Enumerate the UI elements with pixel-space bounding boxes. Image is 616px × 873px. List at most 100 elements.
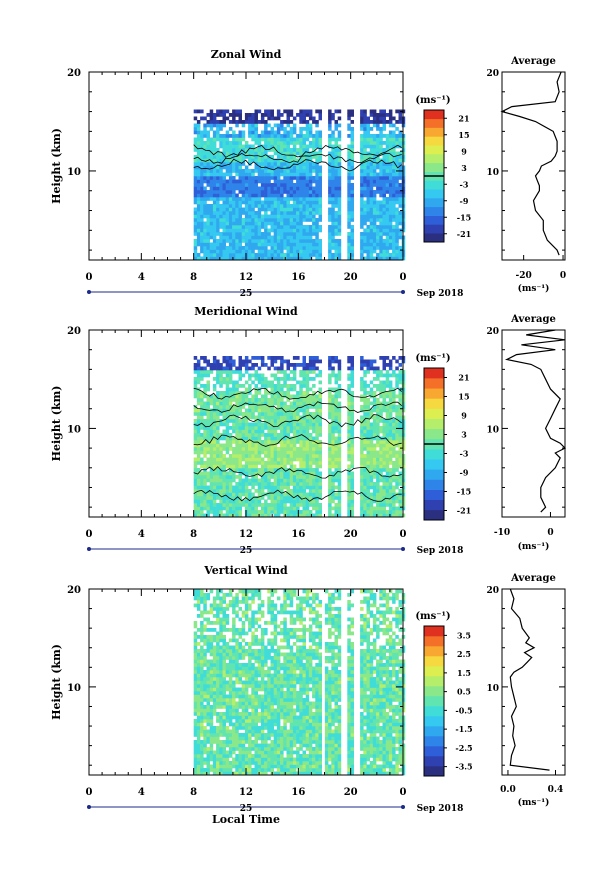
- heatmap-cell: [225, 492, 230, 497]
- heatmap-cell: [206, 429, 210, 434]
- heatmap-cell: [372, 510, 377, 514]
- heatmap-cell: [395, 256, 399, 261]
- heatmap-cell: [395, 485, 399, 490]
- heatmap-cell: [248, 506, 252, 511]
- contour-line: [193, 466, 402, 479]
- heatmap-cell: [334, 464, 338, 469]
- heatmap-cell: [289, 120, 294, 124]
- heatmap-cell: [376, 123, 380, 128]
- heatmap-cell: [366, 242, 370, 247]
- heatmap-cell: [248, 398, 252, 402]
- heatmap-cell: [203, 401, 207, 406]
- heatmap-cell: [308, 162, 313, 166]
- heatmap-cell: [206, 193, 210, 198]
- heatmap-cell: [360, 513, 364, 518]
- heatmap-cell: [372, 148, 377, 152]
- heatmap-cell: [260, 239, 265, 243]
- heatmap-cell: [264, 130, 268, 135]
- heatmap-cell: [216, 190, 220, 194]
- heatmap-cell: [360, 235, 364, 240]
- heatmap-cell: [382, 172, 386, 177]
- heatmap-cell: [200, 370, 204, 374]
- heatmap-cell: [219, 496, 223, 500]
- heatmap-cell: [382, 176, 386, 180]
- heatmap-cell: [273, 172, 278, 177]
- heatmap-cell: [302, 232, 306, 236]
- heatmap-cell: [296, 496, 300, 500]
- heatmap-cell: [219, 398, 223, 402]
- heatmap-cell: [328, 116, 332, 121]
- heatmap-cell: [382, 496, 386, 500]
- heatmap-cell: [280, 363, 284, 367]
- heatmap-cell: [347, 492, 351, 497]
- heatmap-cell: [244, 492, 249, 497]
- heatmap-cell: [376, 228, 380, 233]
- heatmap-cell: [292, 169, 297, 173]
- heatmap-cell: [363, 214, 367, 219]
- heatmap-cell: [363, 109, 367, 114]
- heatmap-cell: [212, 158, 217, 163]
- heatmap-cell: [212, 499, 217, 504]
- heatmap-cell: [331, 253, 335, 257]
- heatmap-cell: [366, 468, 370, 472]
- heatmap-cell: [372, 401, 377, 406]
- colorbar-tick-label: -15: [457, 212, 471, 222]
- heatmap-cell: [366, 204, 370, 208]
- heatmap-cell: [395, 155, 399, 159]
- heatmap-cell: [334, 394, 338, 399]
- heatmap-cell: [366, 401, 370, 406]
- heatmap-cell: [366, 503, 370, 507]
- heatmap-cell: [372, 200, 377, 205]
- heatmap-cell: [369, 461, 374, 465]
- heatmap-cell: [334, 513, 338, 518]
- contour-line: [193, 144, 402, 158]
- heatmap-cell: [200, 197, 204, 201]
- heatmap-cell: [334, 239, 338, 243]
- heatmap-cell: [350, 454, 354, 458]
- heatmap-cell: [235, 499, 239, 504]
- heatmap-cell: [366, 510, 370, 514]
- heatmap-cell: [238, 200, 242, 205]
- heatmap-cell: [350, 190, 354, 194]
- heatmap-cell: [228, 200, 233, 205]
- heatmap-cell: [376, 440, 380, 444]
- heatmap-cell: [276, 447, 281, 451]
- heatmap-cell: [248, 422, 252, 427]
- heatmap-cell: [251, 256, 255, 261]
- heatmap-cell: [308, 422, 313, 427]
- heatmap-cell: [264, 384, 268, 388]
- heatmap-cell: [398, 183, 402, 187]
- heatmap-cell: [388, 447, 393, 451]
- heatmap-cell: [273, 232, 278, 236]
- heatmap-cell: [203, 391, 207, 395]
- heatmap-cell: [273, 506, 278, 511]
- heatmap-cell: [193, 190, 198, 194]
- heatmap-cell: [193, 387, 198, 392]
- heatmap-cell: [347, 440, 351, 444]
- heatmap-cell: [283, 461, 287, 465]
- heatmap-cell: [337, 186, 342, 191]
- heatmap-cell: [292, 141, 297, 145]
- heatmap-cell: [283, 454, 287, 458]
- heatmap-cell: [238, 370, 242, 374]
- heatmap-cell: [302, 454, 306, 458]
- heatmap-cell: [219, 377, 223, 381]
- heatmap-cell: [289, 401, 294, 406]
- heatmap-cell: [264, 253, 268, 257]
- heatmap-cell: [209, 256, 214, 261]
- heatmap-cell: [398, 503, 402, 507]
- panel-title: Zonal Wind: [211, 48, 282, 61]
- heatmap-cell: [212, 232, 217, 236]
- heatmap-cell: [305, 235, 310, 240]
- heatmap-cell: [267, 197, 271, 201]
- heatmap-cell: [196, 169, 201, 173]
- heatmap-cell: [318, 109, 322, 114]
- heatmap-cell: [232, 492, 236, 497]
- heatmap-cell: [363, 235, 367, 240]
- heatmap-cell: [392, 239, 396, 243]
- heatmap-cell: [289, 113, 294, 117]
- heatmap-cell: [206, 485, 210, 490]
- heatmap-cell: [267, 253, 271, 257]
- heatmap-cell: [369, 363, 374, 367]
